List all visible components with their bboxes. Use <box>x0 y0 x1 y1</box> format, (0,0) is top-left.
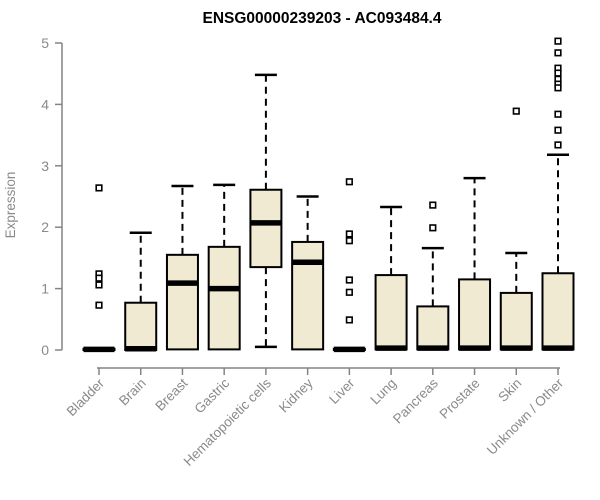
x-tick-label: Kidney <box>276 375 316 415</box>
x-tick-label: Skin <box>495 376 524 405</box>
outlier-point <box>429 224 437 232</box>
outlier-point <box>345 316 353 324</box>
y-tick-label: 1 <box>41 281 49 297</box>
outlier-point <box>554 49 562 57</box>
box-brain <box>124 231 158 352</box>
box-unknown-other <box>541 37 575 351</box>
outlier-point <box>554 126 562 134</box>
iqr-box <box>165 253 199 351</box>
outlier-point <box>554 84 562 92</box>
y-tick-label: 0 <box>41 342 49 358</box>
x-tick-label: Brain <box>116 376 149 409</box>
box-breast <box>165 184 199 351</box>
x-tick-label: Prostate <box>437 376 483 422</box>
outlier-point <box>345 276 353 284</box>
x-tick-label: Unknown / Other <box>484 375 567 458</box>
outlier-point <box>345 237 353 245</box>
outlier-point <box>512 107 520 115</box>
x-tick-label: Bladder <box>64 375 108 419</box>
y-axis-label: Expression <box>3 172 18 239</box>
iqr-box <box>291 240 325 351</box>
outlier-point <box>554 37 562 45</box>
outlier-point <box>554 69 562 77</box>
y-tick-label: 2 <box>41 219 49 235</box>
box-liver <box>332 178 366 353</box>
outlier-point <box>95 281 103 289</box>
x-tick-label: Pancreas <box>390 375 441 426</box>
outlier-point <box>345 230 353 238</box>
box-hematopoietic-cells <box>249 73 283 349</box>
y-tick-label: 4 <box>41 96 49 112</box>
boxes <box>82 37 575 353</box>
box-skin <box>499 107 533 351</box>
iqr-box <box>374 274 408 351</box>
outlier-point <box>95 274 103 282</box>
iqr-box <box>541 272 575 351</box>
box-lung <box>374 205 408 351</box>
iqr-box <box>458 278 492 351</box>
box-gastric <box>207 183 241 351</box>
x-tick-label: Liver <box>326 375 358 407</box>
box-pancreas <box>416 201 450 351</box>
outlier-point <box>345 288 353 296</box>
x-tick-label: Gastric <box>191 375 232 416</box>
box-prostate <box>458 176 492 351</box>
iqr-box <box>207 245 241 351</box>
box-bladder <box>82 184 116 353</box>
iqr-box <box>499 291 533 351</box>
outlier-point <box>95 301 103 309</box>
iqr-box <box>249 188 283 269</box>
chart-title: ENSG00000239203 - AC093484.4 <box>203 10 442 27</box>
x-tick-label: Lung <box>367 376 399 408</box>
outlier-point <box>554 141 562 149</box>
iqr-box <box>124 301 158 351</box>
box-kidney <box>291 195 325 351</box>
outlier-point <box>554 110 562 118</box>
outlier-point <box>95 184 103 192</box>
y-tick-label: 5 <box>41 35 49 51</box>
x-tick-label: Breast <box>152 375 190 413</box>
outlier-point <box>429 201 437 209</box>
y-tick-label: 3 <box>41 158 49 174</box>
iqr-box <box>416 305 450 351</box>
outlier-point <box>345 178 353 186</box>
